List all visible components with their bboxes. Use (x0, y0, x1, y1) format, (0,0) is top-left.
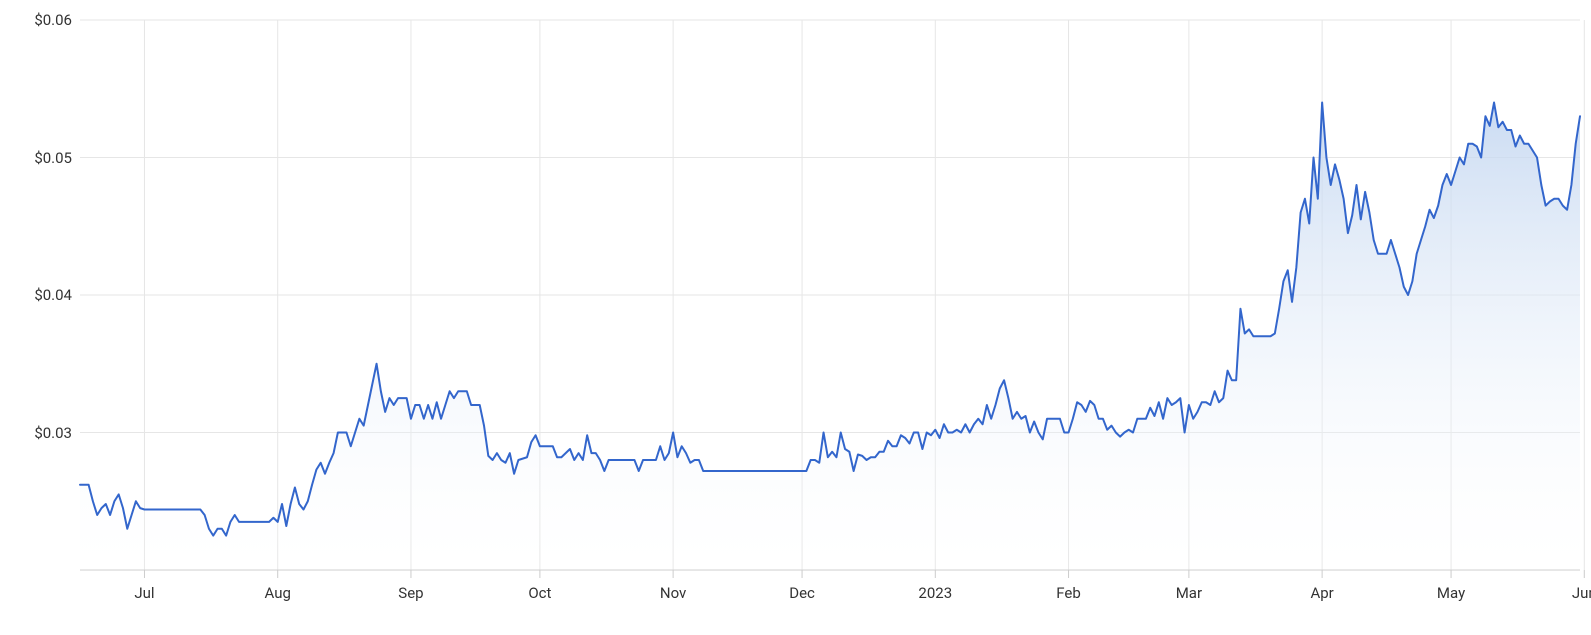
y-axis-label: $0.03 (34, 424, 72, 442)
price-chart: $0.03 $0.04 $0.05 $0.06 Jul Aug Sep Oct Nov Dec 20… (0, 0, 1591, 635)
x-axis-label: Nov (660, 584, 686, 602)
x-axis-label: May (1437, 584, 1465, 602)
x-axis-label: 2023 (918, 584, 952, 602)
x-axis-label: Mar (1176, 584, 1202, 602)
y-axis-label: $0.06 (34, 11, 72, 29)
x-axis-label: Jun (1572, 584, 1591, 602)
x-axis-label: Aug (265, 584, 291, 602)
y-axis-label: $0.04 (34, 286, 72, 304)
x-axis-label: Feb (1056, 584, 1081, 602)
x-axis-label: Dec (789, 584, 815, 602)
y-axis-label: $0.05 (34, 149, 72, 167)
chart-svg (0, 0, 1591, 635)
x-axis-label: Sep (398, 584, 423, 602)
x-axis-label: Apr (1310, 584, 1333, 602)
x-axis-label: Oct (528, 584, 551, 602)
x-axis-label: Jul (134, 584, 154, 602)
